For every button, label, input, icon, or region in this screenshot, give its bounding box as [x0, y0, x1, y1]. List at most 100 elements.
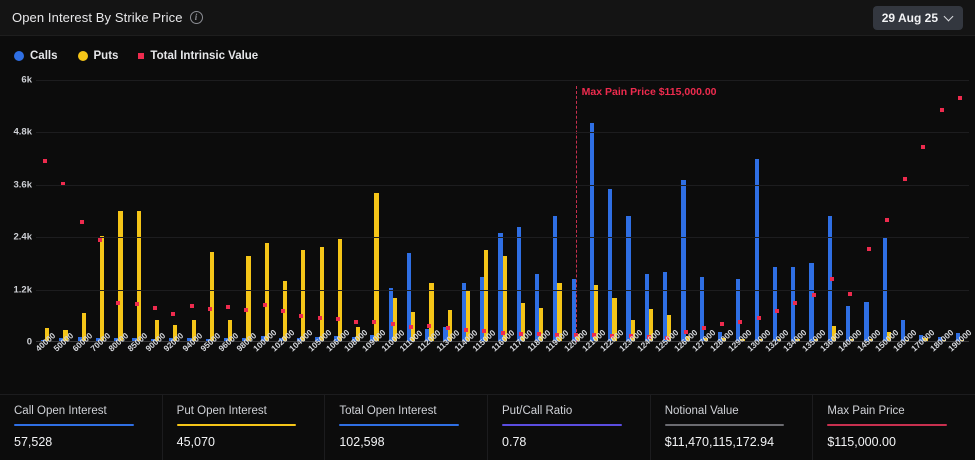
bar-group[interactable] — [548, 80, 566, 341]
x-axis-tick: 85000 — [125, 330, 149, 392]
bar-group[interactable] — [439, 80, 457, 341]
bar-group[interactable] — [73, 80, 91, 341]
bar-group[interactable] — [676, 80, 694, 341]
bar-group[interactable] — [603, 80, 621, 341]
bar-group[interactable] — [329, 80, 347, 341]
x-axis-tick: 118000 — [525, 328, 552, 392]
put-bar — [740, 339, 745, 341]
bar-group[interactable] — [823, 80, 841, 341]
x-axis-tick: 122000 — [598, 327, 625, 392]
x-axis-tick: 105000 — [306, 327, 333, 392]
put-bar — [557, 283, 562, 341]
stat-accent-rule — [827, 424, 948, 426]
bar-group[interactable] — [768, 80, 786, 341]
put-bar — [539, 307, 544, 341]
bar-group[interactable] — [750, 80, 768, 341]
bar-group[interactable] — [127, 80, 145, 341]
total-intrinsic-value-dot — [43, 158, 48, 163]
total-intrinsic-value-dot — [482, 328, 487, 333]
bar-group[interactable] — [420, 80, 438, 341]
bar-series-container — [36, 80, 969, 341]
total-intrinsic-value-dot — [390, 321, 395, 326]
bar-group[interactable] — [109, 80, 127, 341]
info-icon[interactable]: i — [189, 11, 203, 24]
bar-group[interactable] — [457, 80, 475, 341]
bar-group[interactable] — [237, 80, 255, 341]
bar-group[interactable] — [914, 80, 932, 341]
gridline — [36, 132, 969, 134]
call-bar — [717, 332, 723, 341]
bar-group[interactable] — [896, 80, 914, 341]
bar-group[interactable] — [731, 80, 749, 341]
bar-group[interactable] — [841, 80, 859, 341]
stat-accent-rule — [176, 424, 297, 426]
legend-item-calls[interactable]: Calls — [14, 50, 58, 62]
x-axis-tick: 108000 — [342, 327, 369, 392]
call-bar — [315, 337, 320, 341]
put-bar — [886, 332, 891, 341]
bar-group[interactable] — [512, 80, 530, 341]
bar-group[interactable] — [274, 80, 292, 341]
total-intrinsic-value-dot — [903, 177, 908, 182]
bar-group[interactable] — [622, 80, 640, 341]
bar-group[interactable] — [640, 80, 658, 341]
date-selector[interactable]: 29 Aug 25 — [872, 5, 963, 30]
bar-group[interactable] — [475, 80, 493, 341]
call-bar — [297, 337, 302, 341]
bar-group[interactable] — [365, 80, 383, 341]
bar-group[interactable] — [713, 80, 731, 341]
bar-group[interactable] — [859, 80, 877, 341]
legend-label: Total Intrinsic Value — [150, 50, 259, 62]
legend-item-puts[interactable]: Puts — [77, 50, 118, 62]
bar-group[interactable] — [91, 80, 109, 341]
bar-group[interactable] — [530, 80, 548, 341]
bar-group[interactable] — [292, 80, 310, 341]
call-bar — [937, 337, 942, 341]
call-bar — [498, 232, 503, 341]
put-bar — [905, 339, 910, 341]
put-bar — [703, 337, 709, 341]
bar-group[interactable] — [384, 80, 402, 341]
call-bar — [846, 306, 851, 341]
put-bar — [630, 320, 635, 341]
bar-group[interactable] — [933, 80, 951, 341]
bar-group[interactable] — [36, 80, 54, 341]
put-bar — [264, 242, 269, 341]
bar-group[interactable] — [695, 80, 713, 341]
stat-accent-rule — [502, 424, 622, 426]
bar-group[interactable] — [402, 80, 420, 341]
bar-group[interactable] — [878, 80, 896, 341]
total-intrinsic-value-dot — [793, 300, 798, 305]
bar-group[interactable] — [54, 80, 72, 341]
bar-group[interactable] — [804, 80, 822, 341]
call-bar — [571, 279, 576, 341]
call-bar — [589, 123, 595, 341]
total-intrinsic-value-dot — [720, 321, 725, 326]
bar-group[interactable] — [201, 80, 219, 341]
call-bar — [955, 333, 960, 341]
x-axis-tick: 112000 — [416, 328, 443, 392]
bar-group[interactable] — [146, 80, 164, 341]
bar-group[interactable] — [951, 80, 969, 341]
x-axis-tick: 119000 — [544, 328, 571, 392]
bar-group[interactable] — [182, 80, 200, 341]
call-bar — [772, 266, 778, 341]
total-intrinsic-value-dot — [646, 335, 651, 340]
bar-group[interactable] — [310, 80, 328, 341]
bar-group[interactable] — [164, 80, 182, 341]
total-intrinsic-value-dot — [555, 332, 560, 337]
legend-item-total-intrinsic-value[interactable]: Total Intrinsic Value — [138, 50, 258, 62]
total-intrinsic-value-dot — [683, 329, 688, 334]
x-axis-tick: 145000 — [855, 327, 882, 392]
bar-group[interactable] — [347, 80, 365, 341]
total-intrinsic-value-dot — [189, 303, 194, 308]
bar-group[interactable] — [256, 80, 274, 341]
total-intrinsic-value-dot — [811, 292, 816, 297]
bar-group[interactable] — [658, 80, 676, 341]
total-intrinsic-value-dot — [116, 301, 121, 306]
bar-group[interactable] — [585, 80, 603, 341]
y-axis-tick-label: 1.2k — [13, 284, 33, 296]
bar-group[interactable] — [493, 80, 511, 341]
bar-group[interactable] — [219, 80, 237, 341]
bar-group[interactable] — [786, 80, 804, 341]
